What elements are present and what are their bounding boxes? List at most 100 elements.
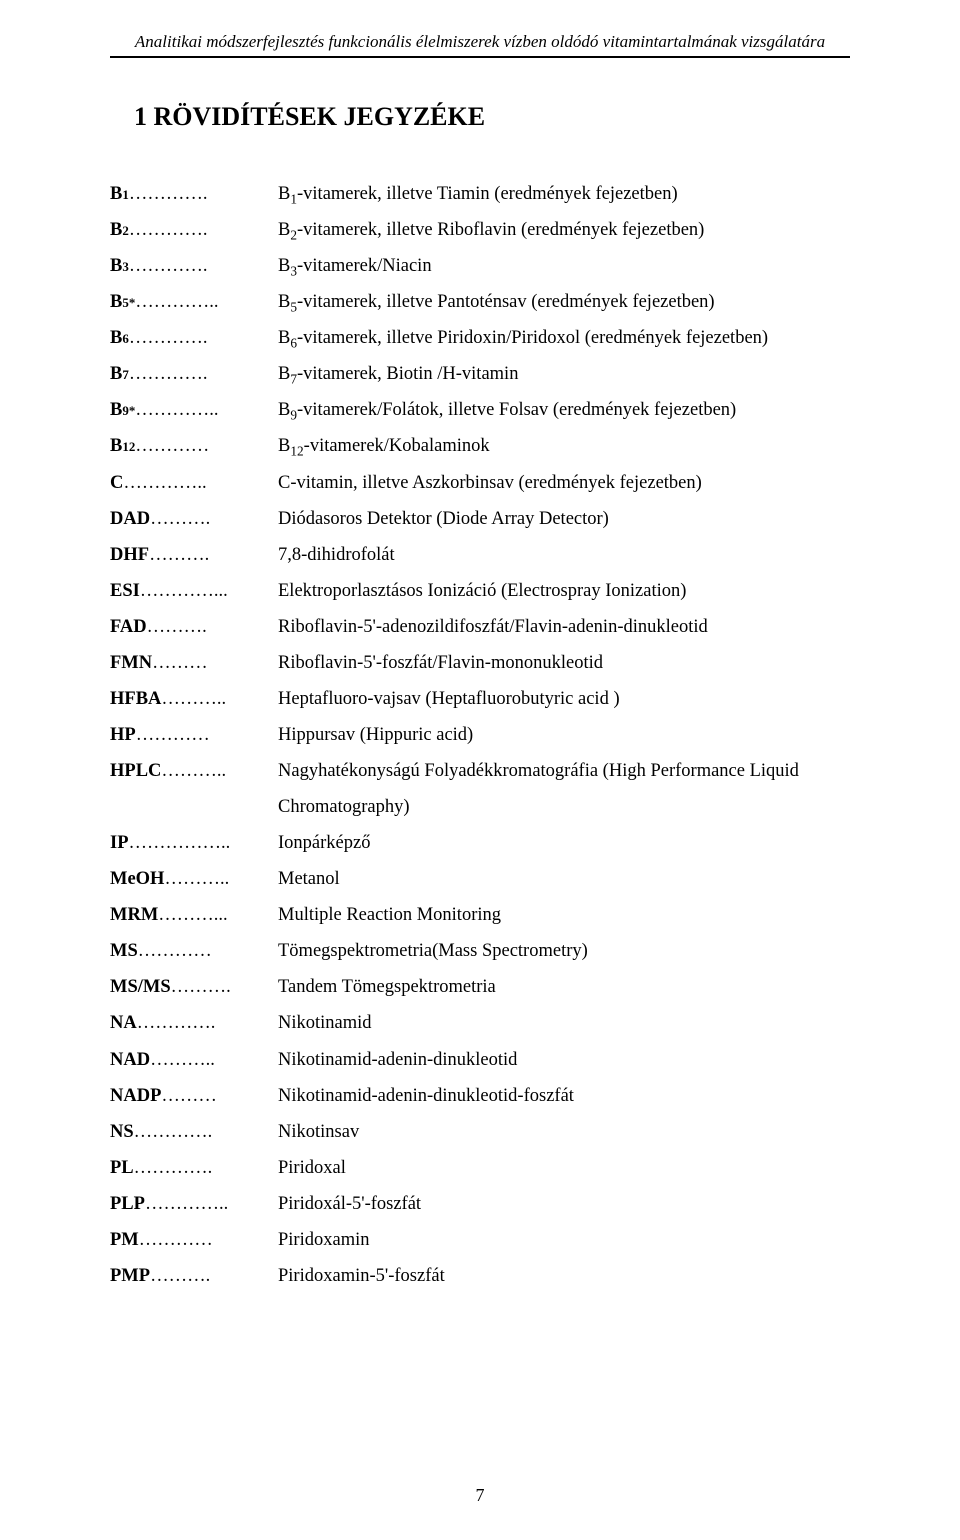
definition: Metanol (278, 861, 850, 897)
abbreviation: ESI (110, 573, 140, 609)
definition: B6-vitamerek, illetve Piridoxin/Piridoxo… (278, 320, 850, 356)
abbr-row: B6………….B6-vitamerek, illetve Piridoxin/P… (110, 320, 850, 356)
abbr-row: MeOH………..Metanol (110, 861, 850, 897)
leader-dots: ……… (161, 753, 217, 789)
abbr-row: DHF……….7,8-dihidrofolát (110, 537, 850, 573)
abbr-cell: B6…………. (110, 320, 278, 356)
abbr-row: ESI…………...Elektroporlasztásos Ionizáció … (110, 573, 850, 609)
abbr-row: NAD………..Nikotinamid-adenin-dinukleotid (110, 1042, 850, 1078)
leader-dots: …………… (129, 825, 222, 861)
separator: . (203, 320, 208, 356)
abbr-cell: B1…………. (110, 176, 278, 212)
abbreviation: FMN (110, 645, 152, 681)
definition: Piridoxal (278, 1150, 850, 1186)
separator: . (202, 609, 207, 645)
abbreviation: NS (110, 1114, 134, 1150)
abbr-cell: HFBA……….. (110, 681, 278, 717)
abbreviation: B9* (110, 392, 135, 428)
leader-dots: ……… (150, 1258, 206, 1294)
leader-dots: ……… (161, 681, 217, 717)
separator: . (208, 1114, 213, 1150)
abbr-row: NS………….Nikotinsav (110, 1114, 850, 1150)
abbreviation: DHF (110, 537, 149, 573)
definition: B12-vitamerek/Kobalaminok (278, 428, 850, 464)
leader-dots: ………… (129, 248, 203, 284)
abbr-cell: IP…………….. (110, 825, 278, 861)
definition: Piridoxamin (278, 1222, 850, 1258)
abbreviation-list: B1………….B1-vitamerek, illetve Tiamin (ere… (110, 176, 850, 1294)
abbreviation: PL (110, 1150, 134, 1186)
definition: B1-vitamerek, illetve Tiamin (eredmények… (278, 176, 850, 212)
leader-dots: ………… (140, 573, 214, 609)
abbr-row: B5*…………..B5-vitamerek, illetve Pantoténs… (110, 284, 850, 320)
abbr-cell: C………….. (110, 465, 278, 501)
abbreviation: PLP (110, 1186, 145, 1222)
abbr-cell: PLP………….. (110, 1186, 278, 1222)
abbr-cell: PM………… (110, 1222, 278, 1258)
separator: . (206, 1258, 211, 1294)
leader-dots: ………… (129, 212, 203, 248)
separator: .. (220, 861, 229, 897)
page-number: 7 (0, 1485, 960, 1506)
leader-dots: ………… (145, 1186, 219, 1222)
abbr-row: MS/MS……….Tandem Tömegspektrometria (110, 969, 850, 1005)
leader-dots: ……… (171, 969, 227, 1005)
abbr-cell: MS………… (110, 933, 278, 969)
leader-dots: ………… (136, 717, 210, 753)
definition: Heptafluoro-vajsav (Heptafluorobutyric a… (278, 681, 850, 717)
abbreviation: MeOH (110, 861, 164, 897)
separator: . (205, 537, 210, 573)
separator: .. (221, 825, 230, 861)
leader-dots: ……… (161, 1078, 217, 1114)
separator: . (214, 284, 219, 320)
separator: ... (214, 573, 228, 609)
abbr-cell: B7…………. (110, 356, 278, 392)
leader-dots: ………… (129, 356, 203, 392)
abbr-row: HFBA………..Heptafluoro-vajsav (Heptafluoro… (110, 681, 850, 717)
definition: B9-vitamerek/Folátok, illetve Folsav (er… (278, 392, 850, 428)
running-head: Analitikai módszerfejlesztés funkcionáli… (110, 32, 850, 58)
definition: B2-vitamerek, illetve Riboflavin (eredmé… (278, 212, 850, 248)
leader-dots: ………… (123, 465, 197, 501)
definition: Diódasoros Detektor (Diode Array Detecto… (278, 501, 850, 537)
definition: Nagyhatékonyságú Folyadékkromatográfia (… (278, 753, 850, 789)
abbr-cell: NA…………. (110, 1005, 278, 1041)
abbr-cell: MS/MS………. (110, 969, 278, 1005)
leader-dots: ……… (152, 645, 208, 681)
abbr-row: B2………….B2-vitamerek, illetve Riboflavin … (110, 212, 850, 248)
abbreviation: MS/MS (110, 969, 171, 1005)
leader-dots: ………… (139, 1222, 213, 1258)
abbr-row: MS…………Tömegspektrometria(Mass Spectromet… (110, 933, 850, 969)
abbr-cell: B2…………. (110, 212, 278, 248)
page: Analitikai módszerfejlesztés funkcionáli… (0, 0, 960, 1540)
abbr-cell: FAD………. (110, 609, 278, 645)
leader-dots: ………… (129, 176, 203, 212)
abbr-row: PLP…………..Piridoxál-5'-foszfát (110, 1186, 850, 1222)
separator: . (203, 176, 208, 212)
abbr-row: FAD……….Riboflavin-5'-adenozildifoszfát/F… (110, 609, 850, 645)
abbreviation: B5* (110, 284, 135, 320)
definition: Tömegspektrometria(Mass Spectrometry) (278, 933, 850, 969)
abbr-row: B9*…………..B9-vitamerek/Folátok, illetve F… (110, 392, 850, 428)
abbr-cell: B5*………….. (110, 284, 278, 320)
abbr-cell: HPLC……….. (110, 753, 278, 789)
abbr-row: DAD……….Diódasoros Detektor (Diode Array … (110, 501, 850, 537)
abbreviation: C (110, 465, 123, 501)
separator: .. (219, 1186, 228, 1222)
definition: Piridoxál-5'-foszfát (278, 1186, 850, 1222)
definition: Riboflavin-5'-foszfát/Flavin-mononukleot… (278, 645, 850, 681)
definition: Ionpárképző (278, 825, 850, 861)
definition: Nikotinamid-adenin-dinukleotid-foszfát (278, 1078, 850, 1114)
abbreviation: B7 (110, 356, 129, 392)
definition: 7,8-dihidrofolát (278, 537, 850, 573)
definition-continuation: Chromatography) (278, 789, 850, 825)
abbreviation: B1 (110, 176, 129, 212)
abbr-row: B12…………B12-vitamerek/Kobalaminok (110, 428, 850, 464)
abbreviation: IP (110, 825, 129, 861)
abbr-cell: DAD………. (110, 501, 278, 537)
abbreviation: FAD (110, 609, 147, 645)
leader-dots: ……… (158, 897, 214, 933)
separator: .. (206, 1042, 215, 1078)
abbr-cell: PL…………. (110, 1150, 278, 1186)
definition: B7-vitamerek, Biotin /H-vitamin (278, 356, 850, 392)
